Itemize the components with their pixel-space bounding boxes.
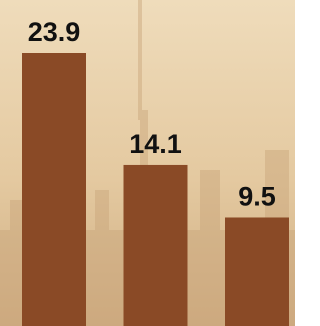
chart: 23.9 14.1 9.5 — [0, 0, 295, 326]
bar — [225, 217, 289, 326]
value-label: 9.5 — [238, 181, 276, 211]
value-label: 14.1 — [129, 129, 182, 159]
bar — [22, 53, 86, 326]
value-label: 23.9 — [28, 17, 81, 47]
bar — [124, 165, 188, 326]
